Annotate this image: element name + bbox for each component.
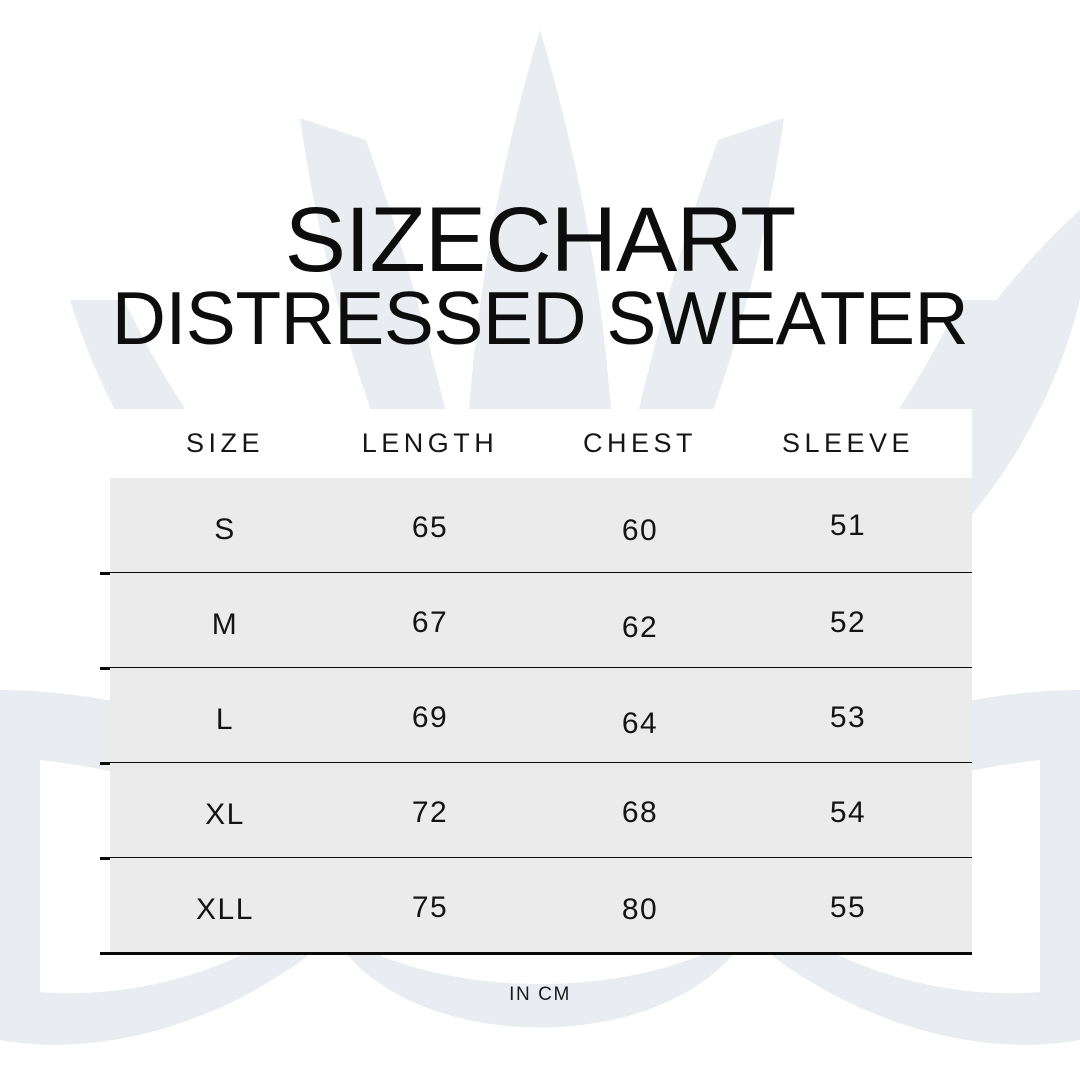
cell-xl-sleeve: 54 xyxy=(829,796,867,829)
table-row: L 69 64 53 xyxy=(100,668,972,765)
cell-l-size: L xyxy=(215,703,235,736)
cell-m-sleeve: 52 xyxy=(829,606,867,639)
column-header-length: LENGTH xyxy=(361,428,499,458)
table-body: S 65 60 51 M 67 62 52 L 69 64 53 XL 72 68 54 XLL 75 80 55 xyxy=(100,478,972,955)
row-divider xyxy=(100,952,972,955)
cell-l-length: 69 xyxy=(411,701,449,734)
table-row: XL 72 68 54 xyxy=(100,763,972,860)
table-row: M 67 62 52 xyxy=(100,573,972,670)
cell-m-chest: 62 xyxy=(621,611,659,644)
cell-xl-length: 72 xyxy=(411,796,449,829)
cell-l-chest: 64 xyxy=(621,707,659,740)
cell-m-length: 67 xyxy=(411,606,449,639)
page-title-block: SIZECHART DISTRESSED SWEATER xyxy=(0,189,1080,361)
cell-m-size: M xyxy=(211,608,239,641)
cell-s-length: 65 xyxy=(411,511,449,544)
cell-xll-sleeve: 55 xyxy=(829,891,867,924)
cell-l-sleeve: 53 xyxy=(829,701,867,734)
column-header-sleeve: SLEEVE xyxy=(781,428,915,458)
cell-xl-chest: 68 xyxy=(621,796,659,829)
page-title: SIZECHART xyxy=(284,189,797,291)
cell-xll-size: XLL xyxy=(196,893,254,926)
cell-s-size: S xyxy=(214,513,236,546)
cell-s-chest: 60 xyxy=(621,514,659,547)
page-subtitle: DISTRESSED SWEATER xyxy=(111,276,969,361)
table-row: XLL 75 80 55 xyxy=(100,858,972,955)
column-header-size: SIZE xyxy=(185,428,264,458)
unit-note: IN CM xyxy=(509,984,571,1005)
table-header-row: SIZE LENGTH CHEST SLEEVE xyxy=(110,409,972,478)
table-row: S 65 60 51 xyxy=(100,478,972,575)
column-header-chest: CHEST xyxy=(582,428,697,458)
cell-xll-chest: 80 xyxy=(621,893,659,926)
cell-xl-size: XL xyxy=(205,798,245,831)
cell-xll-length: 75 xyxy=(411,891,449,924)
size-chart-card: SIZE LENGTH CHEST SLEEVE S 65 60 51 M 67 62 52 L 69 6… xyxy=(100,409,972,955)
cell-s-sleeve: 51 xyxy=(829,509,867,542)
